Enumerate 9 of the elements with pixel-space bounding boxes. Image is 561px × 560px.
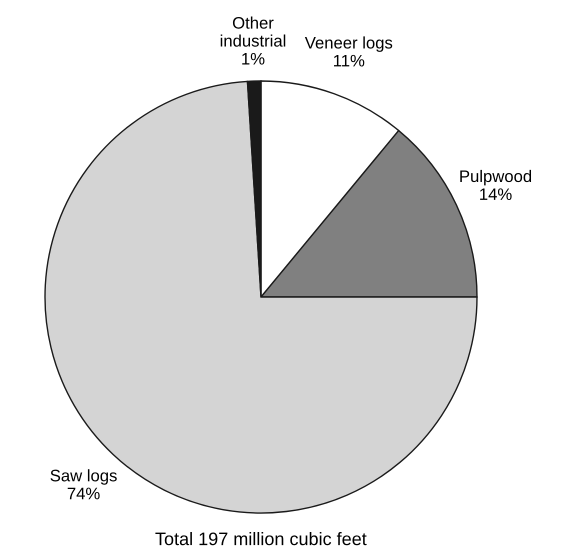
text: Total 197 million cubic feet [155, 532, 367, 546]
slice-label: Saw logs [50, 469, 117, 485]
data-label: 1% [242, 52, 264, 65]
data-label: 74% [68, 488, 100, 500]
data-label: 14% [480, 188, 512, 200]
data-label: 11% [334, 54, 364, 67]
slice-label: Pulpwood [460, 170, 532, 186]
slice-label: Other industrial [220, 16, 286, 47]
slice-label: Veneer logs [304, 36, 392, 52]
